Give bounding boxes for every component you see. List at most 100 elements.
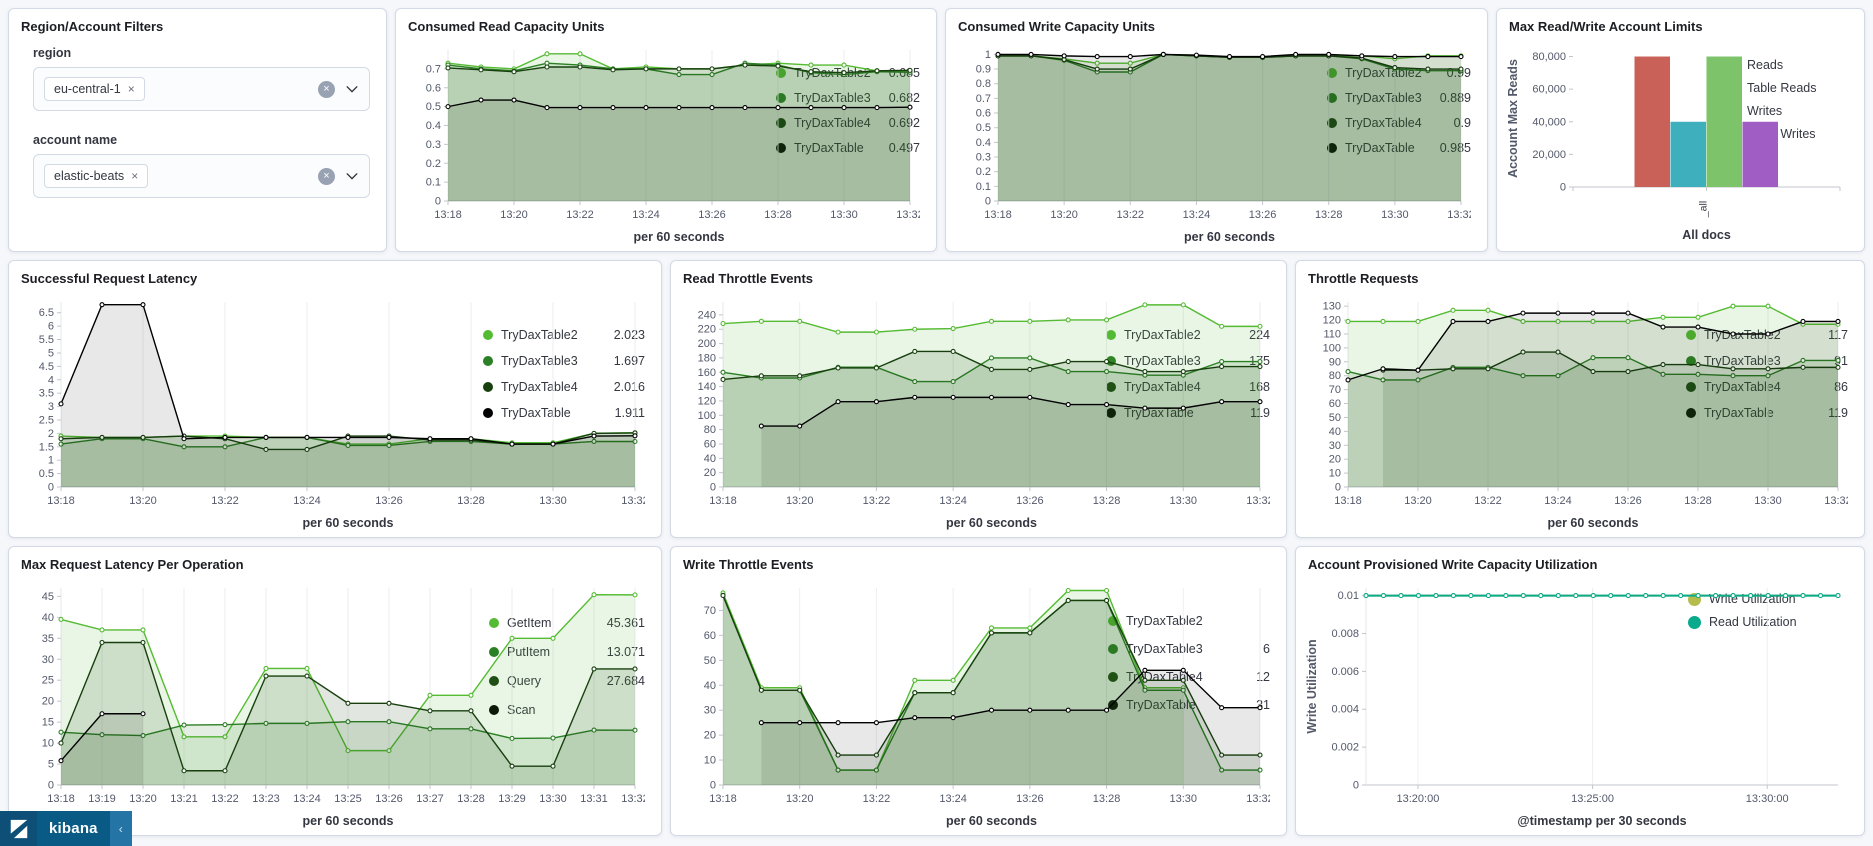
svg-text:13:18: 13:18: [709, 793, 737, 805]
legend-item[interactable]: TryDaxTable3 0.682: [776, 91, 920, 105]
consumed-read-capacity-chart[interactable]: 13:18 13:20 13:22 13:24 13:26 13:28 13:30 13:32…: [402, 36, 920, 249]
svg-text:per 60 seconds: per 60 seconds: [1184, 230, 1275, 244]
svg-text:All docs: All docs: [1682, 228, 1731, 242]
write-throttle-events-chart[interactable]: 13:18 13:20 13:22 13:24 13:26 13:28 13:30 13:32…: [677, 574, 1270, 833]
legend-series-value: 2.016: [613, 380, 645, 394]
legend-series-dot-icon: [1108, 616, 1118, 626]
svg-text:100: 100: [698, 410, 716, 422]
legend-item[interactable]: TryDaxTable 0.497: [776, 141, 920, 155]
svg-text:5: 5: [48, 347, 54, 359]
legend-item[interactable]: TryDaxTable 0.985: [1327, 141, 1471, 155]
svg-text:0.2: 0.2: [426, 158, 441, 170]
svg-text:80: 80: [704, 424, 716, 436]
svg-text:13:20: 13:20: [1404, 495, 1432, 507]
clear-selection-icon[interactable]: ×: [318, 80, 335, 98]
svg-text:0.006: 0.006: [1331, 666, 1359, 678]
svg-text:100: 100: [1323, 342, 1341, 354]
panel-read-throttle-events: Read Throttle Events 13:18 13:20 13:22 13:2…: [670, 260, 1287, 538]
chevron-down-icon[interactable]: [345, 169, 359, 183]
successful-request-latency-chart[interactable]: 13:18 13:20 13:22 13:24 13:26 13:28 13:30 13:32…: [15, 288, 645, 535]
svg-text:90: 90: [1329, 356, 1341, 368]
svg-text:0: 0: [985, 196, 991, 208]
legend-item[interactable]: Scan: [489, 703, 645, 717]
legend-item[interactable]: TryDaxTable2 2.023: [483, 328, 645, 342]
svg-text:0: 0: [48, 482, 54, 494]
svg-text:0.4: 0.4: [426, 120, 441, 132]
write-capacity-utilization-chart[interactable]: 13:20:00 13:25:00 13:30:00 0 0.002 0.004 0.006…: [1302, 574, 1841, 833]
legend-series-value: 0.9: [1453, 116, 1471, 130]
svg-text:per 60 seconds: per 60 seconds: [946, 814, 1037, 828]
svg-text:120: 120: [698, 395, 716, 407]
remove-pill-icon[interactable]: ×: [127, 82, 135, 96]
throttle-requests-chart[interactable]: 13:18 13:20 13:22 13:24 13:26 13:28 13:30 13:32…: [1302, 288, 1848, 535]
svg-text:0.6: 0.6: [976, 108, 991, 120]
legend-series-dot-icon: [1327, 118, 1337, 128]
svg-text:13:25:00: 13:25:00: [1571, 793, 1614, 805]
svg-text:13:32: 13:32: [621, 793, 645, 805]
svg-text:30: 30: [42, 654, 54, 666]
dashboard-row-1: Region/Account Filters region eu-central…: [8, 8, 1865, 252]
max-account-limits-chart[interactable]: 0 20,000 40,000 60,000 80,000 _all All docs Acc…: [1503, 36, 1841, 249]
chart-legend: TryDaxTable2 0.99 TryDaxTable3 0.889 TryDaxT…: [1327, 36, 1477, 249]
legend-item[interactable]: TryDaxTable4 2.016: [483, 380, 645, 394]
legend-series-dot-icon: [776, 68, 786, 78]
legend-series-label: Table Reads: [1747, 81, 1817, 95]
svg-text:4.5: 4.5: [39, 361, 54, 373]
region-field: region eu-central-1 × ×: [33, 46, 370, 111]
legend-series-dot-icon: [1106, 382, 1116, 392]
region-combobox[interactable]: eu-central-1 × ×: [33, 67, 370, 111]
legend-series-label: TryDaxTable3: [1704, 354, 1781, 368]
svg-text:13:26: 13:26: [1614, 495, 1642, 507]
svg-text:_all: _all: [1698, 201, 1710, 218]
legend-item[interactable]: TryDaxTable4 0.692: [776, 116, 920, 130]
legend-item[interactable]: TryDaxTable3 1.697: [483, 354, 645, 368]
legend-series-label: TryDaxTable2: [501, 328, 578, 342]
legend-series-label: TryDaxTable4: [794, 116, 871, 130]
svg-text:10: 10: [1329, 468, 1341, 480]
panel-max-request-latency-per-operation: Max Request Latency Per Operation 13:18 1…: [8, 546, 662, 836]
legend-series-value: 0.497: [888, 141, 920, 155]
svg-text:13:19: 13:19: [88, 793, 116, 805]
legend-series-dot-icon: [776, 118, 786, 128]
chart-legend: TryDaxTable2 2.023 TryDaxTable3 1.697 TryDax…: [483, 288, 651, 535]
svg-text:13:32: 13:32: [896, 209, 920, 221]
legend-series-label: TryDaxTable: [794, 141, 864, 155]
legend-item[interactable]: TryDaxTable4 0.9: [1327, 116, 1471, 130]
legend-item[interactable]: TryDaxTable3 0.889: [1327, 91, 1471, 105]
svg-text:13:18: 13:18: [434, 209, 462, 221]
svg-text:13:30: 13:30: [1170, 495, 1198, 507]
svg-text:50: 50: [704, 655, 716, 667]
max-request-latency-chart[interactable]: 13:18 13:19 13:20 13:21 13:22 13:23 13:24 13:25…: [15, 574, 645, 833]
svg-text:0.002: 0.002: [1331, 742, 1359, 754]
svg-text:1: 1: [48, 455, 54, 467]
svg-text:13:26: 13:26: [375, 495, 403, 507]
legend-series-label: GetItem: [507, 616, 552, 630]
clear-selection-icon[interactable]: ×: [318, 167, 335, 185]
legend-series-label: TryDaxTable4: [501, 380, 578, 394]
svg-text:0.004: 0.004: [1331, 704, 1359, 716]
legend-series-dot-icon: [1327, 93, 1337, 103]
collapse-nav-button[interactable]: ‹: [109, 811, 132, 846]
dashboard-row-3: Max Request Latency Per Operation 13:18 1…: [8, 546, 1865, 836]
svg-text:13:32: 13:32: [1246, 793, 1270, 805]
svg-text:per 60 seconds: per 60 seconds: [946, 516, 1037, 530]
svg-text:160: 160: [698, 367, 716, 379]
chevron-down-icon[interactable]: [345, 82, 359, 96]
svg-text:13:22: 13:22: [863, 495, 891, 507]
consumed-write-capacity-chart[interactable]: 13:18 13:20 13:22 13:24 13:26 13:28 13:30 13:32…: [952, 36, 1471, 249]
legend-series-value: 0.889: [1439, 91, 1471, 105]
filters-panel-title: Region/Account Filters: [21, 19, 164, 34]
svg-text:2: 2: [48, 428, 54, 440]
region-pill[interactable]: eu-central-1 ×: [44, 77, 145, 101]
legend-series-label: TryDaxTable3: [501, 354, 578, 368]
read-throttle-events-chart[interactable]: 13:18 13:20 13:22 13:24 13:26 13:28 13:30 13:32…: [677, 288, 1270, 535]
account-name-combobox[interactable]: elastic-beats × ×: [33, 154, 370, 198]
svg-text:13:20: 13:20: [129, 793, 157, 805]
account-name-pill[interactable]: elastic-beats ×: [44, 164, 149, 188]
legend-item[interactable]: Read Utilization: [1688, 615, 1848, 629]
remove-pill-icon[interactable]: ×: [131, 169, 139, 183]
svg-text:@timestamp per 30 seconds: @timestamp per 30 seconds: [1517, 814, 1686, 828]
legend-series-value: 0.692: [888, 116, 920, 130]
legend-series-dot-icon: [1686, 408, 1696, 418]
panel-successful-request-latency: Successful Request Latency 13:18 13:20 13:…: [8, 260, 662, 538]
